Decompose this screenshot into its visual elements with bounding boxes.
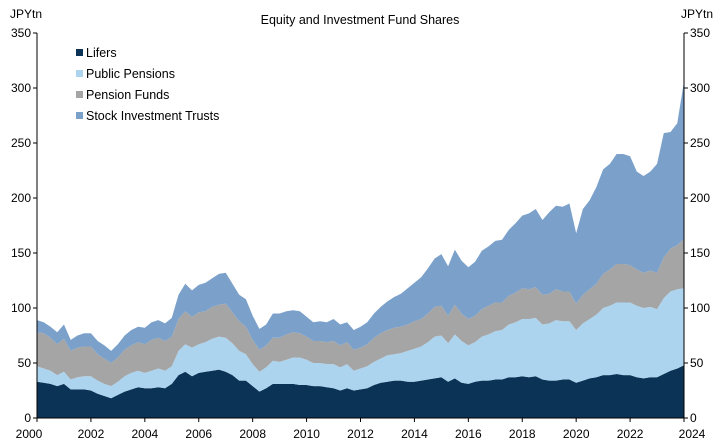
x-tick-label: 2022 xyxy=(617,427,644,441)
area-series-lifers xyxy=(37,365,684,418)
area-series-group xyxy=(37,81,684,418)
y-tick-label-left: 50 xyxy=(18,356,32,370)
chart-title: Equity and Investment Fund Shares xyxy=(261,13,460,27)
y-tick-label-left: 0 xyxy=(24,411,31,425)
x-tick-label: 2012 xyxy=(347,427,374,441)
legend-label: Pension Funds xyxy=(86,88,169,102)
area-series-pension-funds xyxy=(37,238,684,387)
legend: Lifers Public Pensions Pension Funds Stock … xyxy=(76,46,219,123)
x-tick-label: 2008 xyxy=(239,427,266,441)
y-tick-label-right: 250 xyxy=(690,136,710,150)
y-tick-label-left: 300 xyxy=(11,81,31,95)
legend-label: Stock Investment Trusts xyxy=(86,109,219,123)
x-tick-label: 2002 xyxy=(78,427,105,441)
y-tick-label-left: 250 xyxy=(11,136,31,150)
x-tick-label: 2016 xyxy=(455,427,482,441)
x-tick-label: 2024 xyxy=(679,427,706,441)
legend-swatch xyxy=(76,49,83,56)
y-tick-label-right: 0 xyxy=(690,411,697,425)
legend-swatch xyxy=(76,112,83,119)
x-tick-label: 2004 xyxy=(131,427,158,441)
legend-label: Lifers xyxy=(86,46,117,60)
y-tick-label-right: 150 xyxy=(690,246,710,260)
x-tick-label: 2020 xyxy=(563,427,590,441)
x-tick-label: 2018 xyxy=(509,427,536,441)
y-tick-label-right: 100 xyxy=(690,301,710,315)
y-tick-label-left: 150 xyxy=(11,246,31,260)
y-tick-label-right: 200 xyxy=(690,191,710,205)
y-tick-label-left: 350 xyxy=(11,26,31,40)
y-axis-unit-left: JPYtn xyxy=(10,7,42,21)
area-series-public-pensions xyxy=(37,288,684,399)
area-series-stock-investment-trusts xyxy=(37,81,684,364)
y-tick-label-right: 50 xyxy=(690,356,704,370)
y-tick-label-right: 350 xyxy=(690,26,710,40)
legend-label: Public Pensions xyxy=(86,67,175,81)
axes-group: 0 0 50 50 100 100 150 150 200 200 250 250 300 300 350 3… xyxy=(11,26,710,441)
y-axis-unit-right: JPYtn xyxy=(681,7,713,21)
x-tick-label: 2000 xyxy=(16,427,43,441)
y-tick-label-right: 300 xyxy=(690,81,710,95)
y-tick-label-left: 200 xyxy=(11,191,31,205)
x-tick-label: 2010 xyxy=(293,427,320,441)
x-tick-label: 2014 xyxy=(401,427,428,441)
legend-swatch xyxy=(76,91,83,98)
legend-swatch xyxy=(76,70,83,77)
y-tick-label-left: 100 xyxy=(11,301,31,315)
x-tick-label: 2006 xyxy=(185,427,212,441)
